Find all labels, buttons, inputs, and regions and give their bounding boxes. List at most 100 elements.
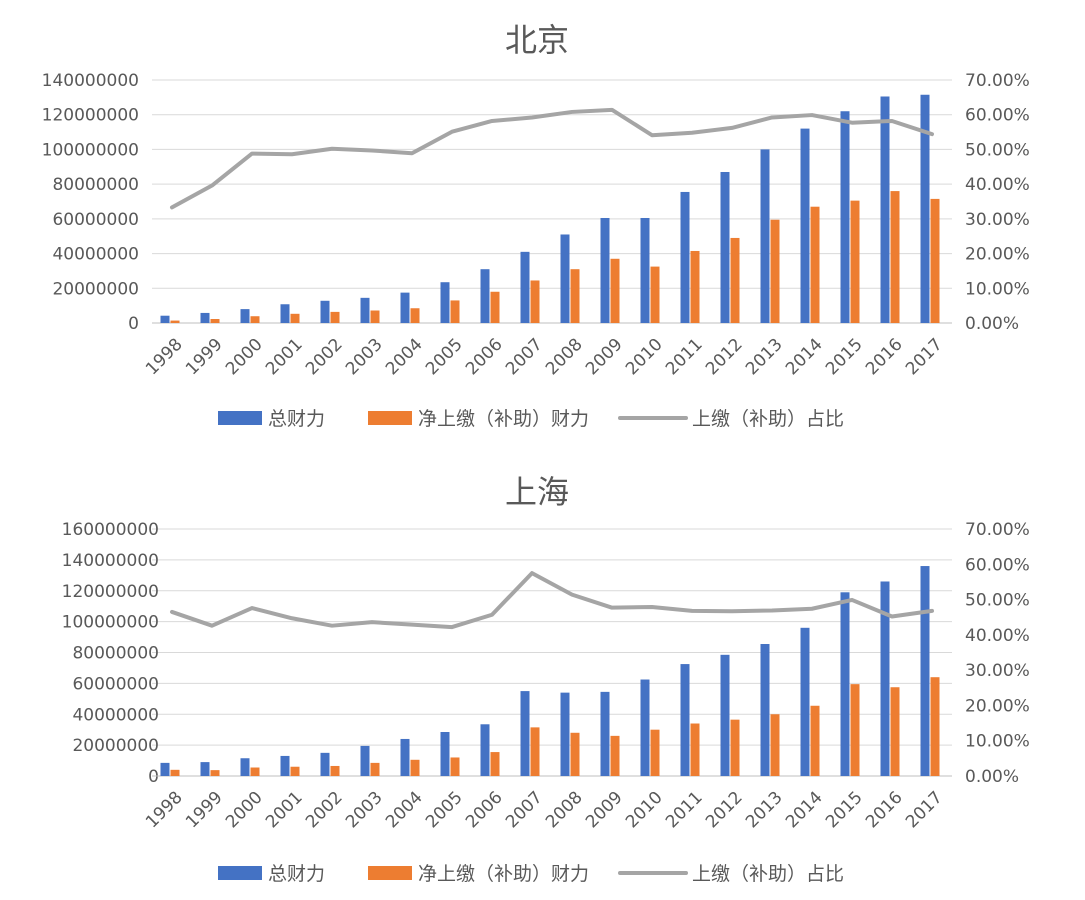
net-transfer-bar: [250, 316, 260, 323]
net-transfer-bar: [290, 766, 300, 776]
legend-item: 净上缴（补助）财力: [368, 408, 589, 430]
beijing-chart: 北京 0 20000000 40000000 60000000 80000000 1000…: [42, 21, 1030, 430]
y-right-tick-label: 0.00%: [965, 767, 1019, 787]
x-tick-label: 2010: [622, 788, 667, 833]
total-revenue-bar: [480, 724, 490, 776]
net-transfer-bar: [410, 759, 420, 776]
net-transfer-bar: [530, 727, 540, 776]
total-revenue-bar: [440, 732, 450, 776]
y-right-tick-label: 0.00%: [965, 314, 1019, 334]
x-tick-label: 2014: [782, 335, 827, 380]
net-transfer-bar: [650, 266, 660, 323]
net-transfer-bar: [210, 770, 220, 776]
net-transfer-bar: [690, 250, 700, 323]
total-revenue-bar: [280, 755, 290, 776]
net-transfer-bar: [730, 237, 740, 323]
y-left-tick-label: 0: [148, 767, 159, 787]
total-revenue-bar: [640, 679, 650, 776]
net-transfer-bar: [570, 732, 580, 776]
x-tick-label: 2003: [342, 335, 387, 380]
net-transfer-bar: [770, 714, 780, 776]
net-transfer-bar: [610, 735, 620, 776]
x-tick-label: 2006: [462, 335, 507, 380]
total-revenue-bar: [280, 304, 290, 323]
y-left-tick-label: 140000000: [62, 551, 159, 571]
total-revenue-bar: [800, 627, 810, 776]
x-tick-label: 2002: [302, 335, 347, 380]
net-transfer-bar: [610, 258, 620, 323]
x-tick-label: 2000: [222, 335, 267, 380]
x-tick-label: 2011: [662, 788, 707, 833]
net-transfer-bar: [770, 219, 780, 323]
total-revenue-bar: [360, 297, 370, 323]
x-tick-label: 1999: [182, 335, 227, 380]
legend-label: 上缴（补助）占比: [692, 408, 844, 430]
chart-title: 上海: [505, 473, 569, 511]
total-revenue-bar: [640, 217, 650, 323]
net-transfer-bar: [530, 280, 540, 323]
total-revenue-bar: [320, 300, 330, 323]
y-right-tick-label: 20.00%: [965, 245, 1030, 265]
legend-swatch: [218, 411, 262, 425]
net-transfer-bar: [410, 308, 420, 323]
x-tick-label: 2009: [582, 788, 627, 833]
total-revenue-bar: [920, 94, 930, 323]
net-transfer-bar: [370, 310, 380, 323]
net-transfer-bar: [330, 765, 340, 776]
total-revenue-bar: [680, 664, 690, 776]
x-tick-label: 2008: [542, 335, 587, 380]
x-tick-label: 2013: [742, 788, 787, 833]
x-tick-label: 2005: [422, 788, 467, 833]
y-right-tick-label: 20.00%: [965, 696, 1030, 716]
net-transfer-bar: [290, 313, 300, 323]
total-revenue-bar: [200, 312, 210, 323]
total-revenue-bar: [200, 762, 210, 776]
total-revenue-bar: [160, 762, 170, 776]
x-tick-label: 2017: [902, 335, 947, 380]
total-revenue-bar: [400, 738, 410, 776]
y-left-tick-label: 20000000: [52, 279, 139, 299]
net-transfer-bar: [810, 705, 820, 776]
x-tick-label: 1998: [142, 788, 187, 833]
y-right-tick-label: 70.00%: [965, 71, 1030, 91]
x-tick-label: 1998: [142, 335, 187, 380]
y-left-tick-label: 160000000: [62, 520, 159, 540]
y-right-tick-label: 30.00%: [965, 661, 1030, 681]
y-left-tick-label: 100000000: [42, 140, 139, 160]
legend-label: 净上缴（补助）财力: [418, 408, 589, 430]
legend-swatch: [368, 866, 412, 880]
y-left-tick-label: 80000000: [72, 644, 159, 664]
y-left-tick-label: 40000000: [52, 245, 139, 265]
total-revenue-bar: [760, 149, 770, 323]
legend-swatch: [218, 866, 262, 880]
x-tick-label: 2001: [262, 788, 307, 833]
total-revenue-bar: [320, 752, 330, 776]
y-left-tick-label: 60000000: [52, 210, 139, 230]
net-transfer-bar: [690, 723, 700, 776]
x-tick-label: 2017: [902, 788, 947, 833]
y-left-tick-label: 20000000: [72, 736, 159, 756]
total-revenue-bar: [520, 251, 530, 323]
legend-item: 总财力: [218, 863, 325, 885]
x-tick-label: 2005: [422, 335, 467, 380]
net-transfer-bar: [930, 677, 940, 776]
legend-item: 总财力: [218, 408, 325, 430]
total-revenue-bar: [480, 269, 490, 323]
legend-label: 总财力: [268, 408, 325, 430]
net-transfer-bar: [490, 291, 500, 323]
total-revenue-bar: [440, 282, 450, 323]
x-tick-label: 2007: [502, 335, 547, 380]
total-revenue-bar: [520, 691, 530, 776]
net-transfer-bar: [450, 757, 460, 776]
legend-swatch: [368, 411, 412, 425]
x-tick-label: 2016: [862, 788, 907, 833]
x-tick-label: 2003: [342, 788, 387, 833]
y-left-tick-label: 120000000: [62, 582, 159, 602]
x-tick-label: 2009: [582, 335, 627, 380]
legend-item: 上缴（补助）占比: [618, 863, 844, 885]
total-revenue-bar: [840, 111, 850, 323]
legend-label: 净上缴（补助）财力: [418, 863, 589, 885]
total-revenue-bar: [160, 315, 170, 323]
legend-item: 上缴（补助）占比: [618, 408, 844, 430]
y-left-tick-label: 40000000: [72, 705, 159, 725]
